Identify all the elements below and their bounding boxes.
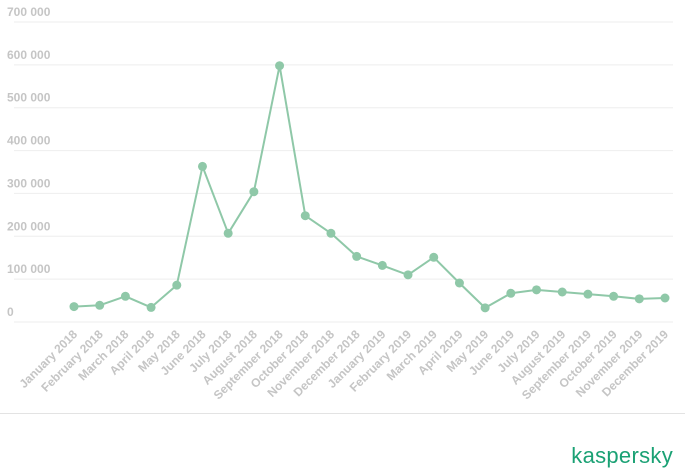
y-tick-label: 500 000 [7, 91, 51, 105]
y-tick-label: 100 000 [7, 262, 51, 276]
data-point [454, 278, 464, 288]
data-point [480, 303, 490, 313]
data-point [403, 270, 413, 280]
data-point [146, 302, 156, 312]
data-point [69, 302, 79, 312]
series-line [73, 64, 666, 309]
data-point [634, 294, 644, 304]
data-point [557, 287, 567, 297]
data-point [609, 291, 619, 301]
data-point [95, 300, 105, 310]
y-tick-label: 600 000 [7, 48, 51, 62]
series [69, 61, 670, 313]
data-point [275, 61, 285, 71]
data-point [352, 251, 362, 261]
y-tick-label: 0 [7, 305, 14, 319]
kaspersky-logo: kaspersky [571, 443, 673, 468]
gridlines [14, 21, 673, 323]
data-point [120, 291, 130, 301]
y-axis-tick-labels: 0 100 000 200 000 300 000 400 000 500 000 600 … [7, 5, 51, 319]
y-tick-label: 400 000 [7, 134, 51, 148]
y-tick-label: 200 000 [7, 219, 51, 233]
data-point [583, 289, 593, 299]
data-point [377, 260, 387, 270]
data-point [326, 228, 336, 238]
data-point [300, 211, 310, 221]
data-point [532, 285, 542, 295]
data-point [223, 228, 233, 238]
data-point [197, 161, 207, 171]
bottom-divider [0, 413, 685, 414]
data-point [506, 288, 516, 298]
y-tick-label: 300 000 [7, 176, 51, 190]
data-point [429, 252, 439, 262]
data-point [249, 187, 259, 197]
data-point [172, 280, 182, 290]
data-point [660, 293, 670, 303]
y-tick-label: 700 000 [7, 5, 51, 19]
